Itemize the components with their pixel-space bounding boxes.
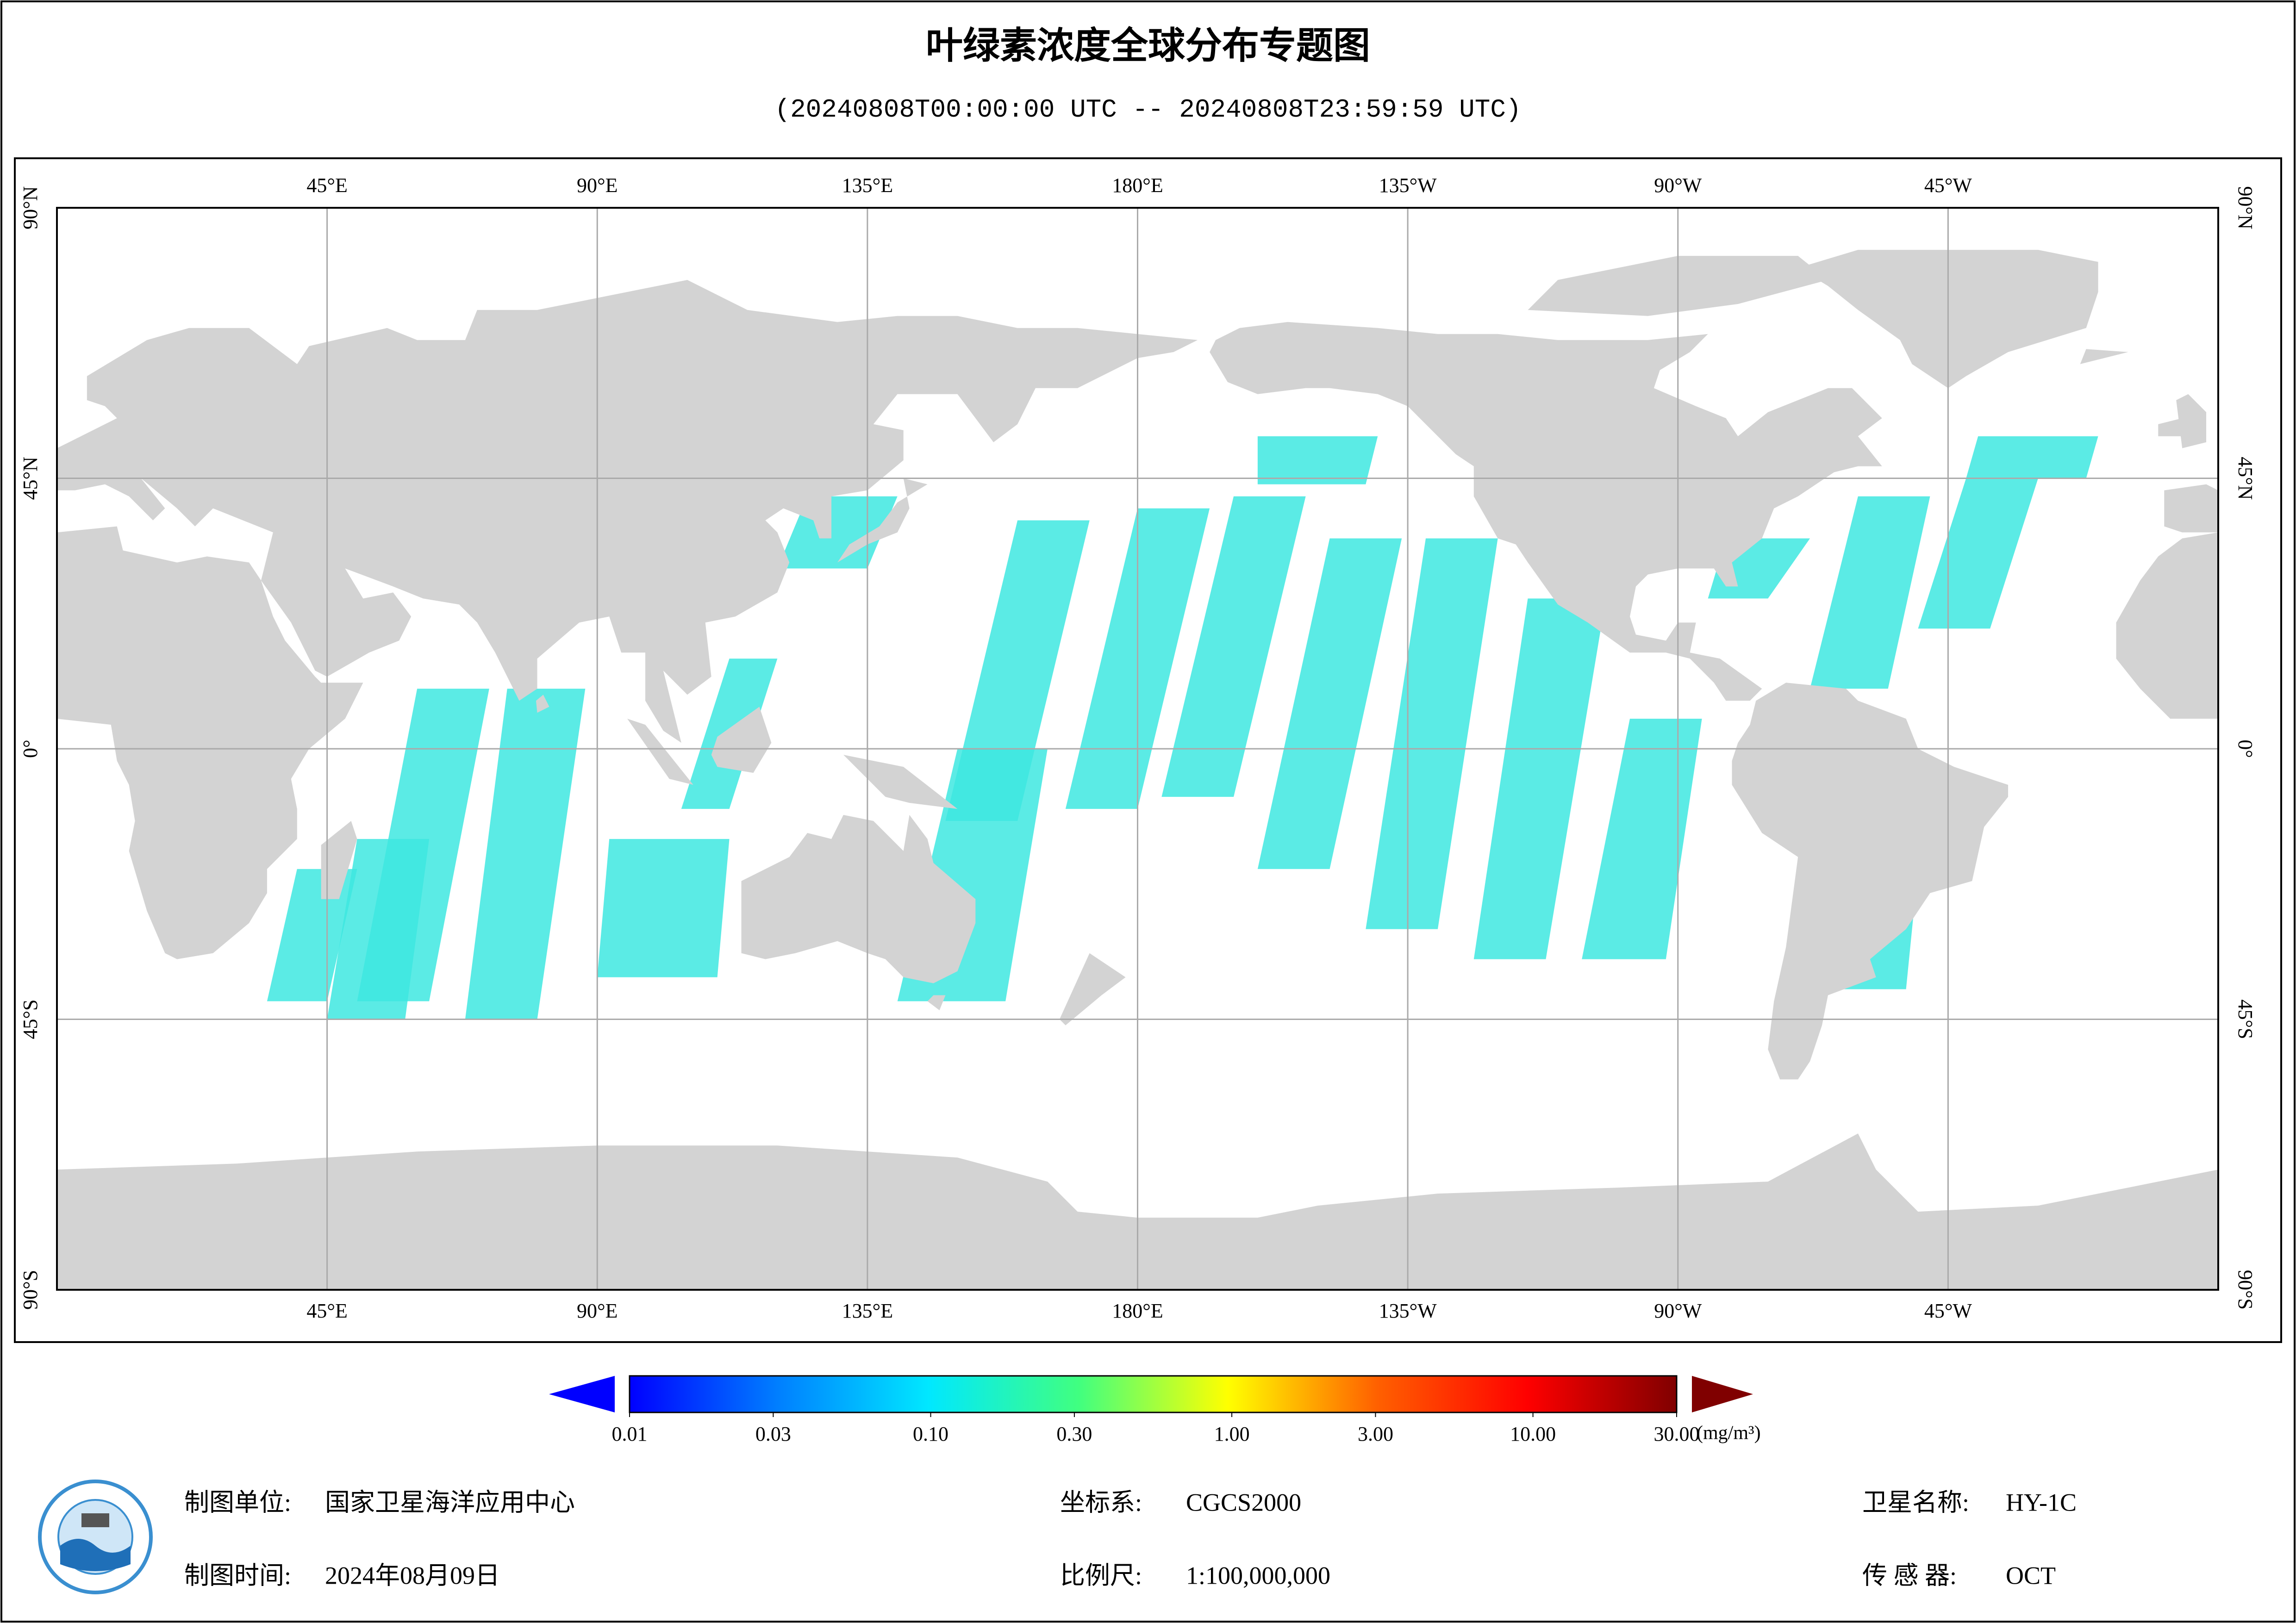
lon-label: 90°E xyxy=(577,1300,618,1322)
land xyxy=(2158,418,2183,436)
lon-label: 45°E xyxy=(306,174,347,197)
lon-label: 135°E xyxy=(842,174,893,197)
map-frame xyxy=(14,157,2282,1343)
land xyxy=(1210,322,1882,701)
footer-label: 传 感 器: xyxy=(1862,1561,1957,1589)
land xyxy=(1059,953,1126,1026)
lat-label: 0° xyxy=(2234,740,2257,758)
lat-label: 45°S xyxy=(19,999,42,1039)
lon-label: 135°W xyxy=(1379,174,1437,197)
colorbar-label: 0.10 xyxy=(913,1423,948,1445)
colorbar-bar xyxy=(629,1375,1678,1413)
lat-label: 45°N xyxy=(2234,457,2257,500)
map-border xyxy=(56,207,2219,1291)
footer-label: 制图时间: xyxy=(184,1561,291,1589)
land xyxy=(536,695,549,713)
lon-label: 180°E xyxy=(1112,174,1163,197)
colorbar-label: 1.00 xyxy=(1214,1423,1250,1445)
footer-label: 制图单位: xyxy=(184,1488,291,1516)
land xyxy=(843,754,958,809)
lat-label: 45°S xyxy=(2234,999,2257,1039)
lat-label: 90°S xyxy=(19,1270,42,1310)
lat-label: 45°N xyxy=(19,457,42,500)
footer-value: 1:100,000,000 xyxy=(1186,1561,1330,1589)
data-swath xyxy=(1366,538,1498,929)
land xyxy=(741,815,976,983)
data-swath xyxy=(1966,436,2098,479)
data-swath xyxy=(267,869,357,1001)
land xyxy=(837,478,928,563)
logo-satellite xyxy=(81,1513,109,1527)
lat-label: 90°N xyxy=(19,186,42,229)
land xyxy=(2164,484,2218,533)
colorbar-label: 3.00 xyxy=(1358,1423,1393,1445)
land xyxy=(2116,532,2218,719)
land xyxy=(57,526,363,959)
land xyxy=(321,821,357,899)
colorbar: 0.01 0.03 0.10 0.30 1.00 3.00 10.00 30.00(mg/m³… xyxy=(549,1375,1761,1445)
data-swath xyxy=(1473,598,1606,959)
logo xyxy=(38,1480,153,1594)
lat-label: 90°S xyxy=(2234,1270,2257,1310)
land xyxy=(627,719,693,785)
data-swath xyxy=(597,839,730,977)
colorbar-label: 30.00 xyxy=(1654,1423,1700,1445)
footer-value: HY-1C xyxy=(2006,1488,2077,1516)
footer-value: CGCS2000 xyxy=(1186,1488,1301,1516)
land xyxy=(1137,334,1198,358)
lon-label: 135°W xyxy=(1379,1300,1437,1322)
footer-label: 比例尺: xyxy=(1060,1561,1142,1589)
lon-label: 180°E xyxy=(1112,1300,1163,1322)
data-swath xyxy=(1257,538,1402,869)
lon-label: 90°E xyxy=(577,174,618,197)
land xyxy=(711,707,772,773)
footer-value: 2024年08月09日 xyxy=(325,1561,500,1589)
data-swath xyxy=(1810,496,1930,689)
land xyxy=(1732,683,2009,1080)
footer-label: 坐标系: xyxy=(1060,1488,1142,1516)
land xyxy=(927,995,946,1011)
lat-label: 90°N xyxy=(2234,186,2257,229)
data-swath xyxy=(465,689,586,1020)
title: 叶绿素浓度全球分布专题图 xyxy=(926,24,1370,67)
lon-label: 90°W xyxy=(1654,1300,1702,1322)
colorbar-label: 0.03 xyxy=(755,1423,791,1445)
data-swath xyxy=(1161,496,1306,797)
lon-label: 45°W xyxy=(1924,174,1972,197)
colorbar-label: 0.30 xyxy=(1056,1423,1092,1445)
lon-label: 45°E xyxy=(306,1300,347,1322)
data-swath xyxy=(1582,719,1702,959)
under-arrow xyxy=(549,1376,615,1412)
data-swath xyxy=(945,520,1090,821)
colorbar-unit: (mg/m³) xyxy=(1697,1423,1761,1444)
land xyxy=(2080,349,2128,364)
logo-waves xyxy=(60,1539,131,1571)
data-swath xyxy=(1257,436,1378,485)
over-arrow xyxy=(1692,1376,1753,1412)
lon-label: 45°W xyxy=(1924,1300,1972,1322)
footer-value: 国家卫星海洋应用中心 xyxy=(325,1488,575,1516)
land xyxy=(2176,394,2207,448)
footer-value: OCT xyxy=(2006,1561,2056,1589)
lon-label: 135°E xyxy=(842,1300,893,1322)
map: 45°E 45°E 90°E 90°E 135°E 135°E 180°E 180°E 135°… xyxy=(19,174,2257,1322)
colorbar-label: 0.01 xyxy=(612,1423,648,1445)
footer-label: 卫星名称: xyxy=(1862,1488,1969,1516)
colorbar-label: 10.00 xyxy=(1510,1423,1556,1445)
lon-label: 90°W xyxy=(1654,174,1702,197)
subtitle: (20240808T00:00:00 UTC -- 20240808T23:59… xyxy=(774,95,1521,124)
lat-label: 0° xyxy=(19,740,42,758)
